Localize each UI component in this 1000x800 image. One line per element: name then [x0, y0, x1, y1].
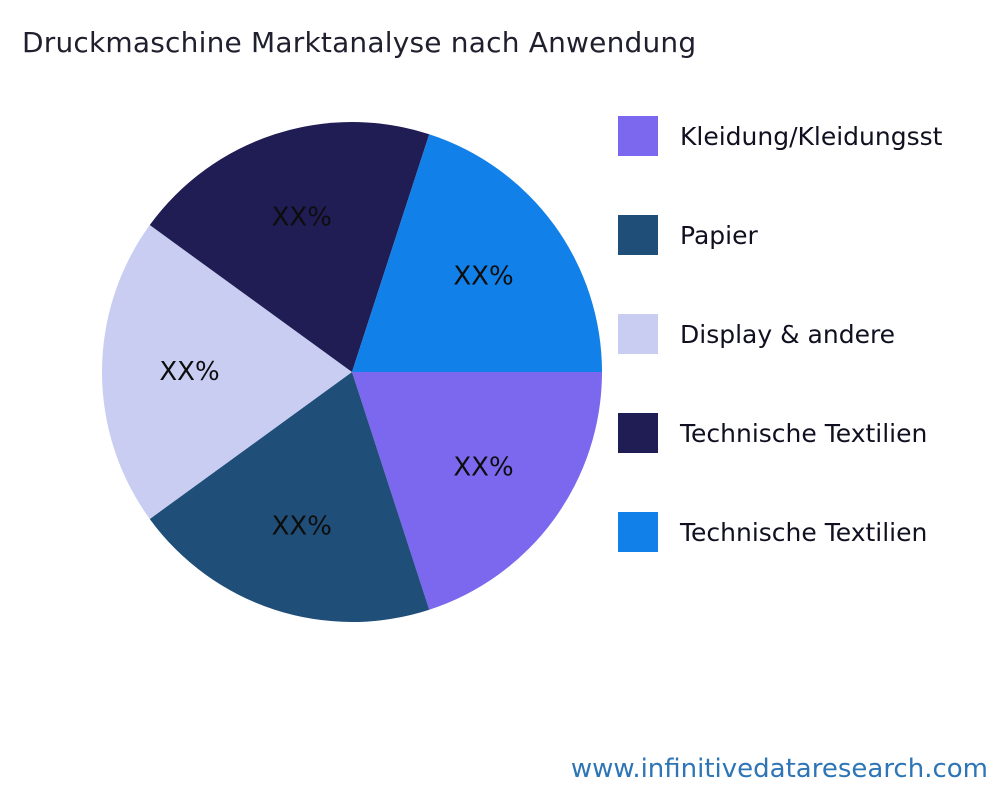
- legend-label: Kleidung/Kleidungsst: [680, 121, 943, 151]
- legend-item: Display & andere: [618, 314, 942, 354]
- legend-swatch: [618, 413, 658, 453]
- chart-title: Druckmaschine Marktanalyse nach Anwendun…: [22, 26, 697, 59]
- slice-value-label: XX%: [272, 512, 332, 542]
- watermark-url: www.infinitivedataresearch.com: [570, 754, 988, 784]
- legend-label: Technische Textilien: [680, 418, 928, 448]
- legend-item: Papier: [618, 215, 942, 255]
- legend-item: Kleidung/Kleidungsst: [618, 116, 942, 156]
- legend-label: Display & andere: [680, 319, 896, 349]
- slice-value-label: XX%: [272, 203, 332, 233]
- legend-item: Technische Textilien: [618, 413, 942, 453]
- pie-slice-4: [352, 134, 602, 372]
- legend-swatch: [618, 116, 658, 156]
- pie-slice-1: [149, 372, 430, 622]
- legend-swatch: [618, 215, 658, 255]
- pie-chart: XX% XX% XX% XX% XX%: [102, 122, 602, 622]
- legend-label: Technische Textilien: [680, 517, 928, 547]
- pie-slice-2: [102, 225, 352, 519]
- legend-swatch: [618, 512, 658, 552]
- legend: Kleidung/Kleidungsst Papier Display & an…: [618, 116, 942, 552]
- legend-label: Papier: [680, 220, 758, 250]
- legend-swatch: [618, 314, 658, 354]
- pie-slice-3: [149, 122, 430, 372]
- slice-value-label: XX%: [453, 453, 513, 483]
- slice-value-label: XX%: [159, 357, 219, 387]
- slice-value-label: XX%: [453, 262, 513, 292]
- pie-slice-0: [352, 372, 602, 610]
- pie-chart-area: XX% XX% XX% XX% XX%: [92, 112, 612, 632]
- legend-item: Technische Textilien: [618, 512, 942, 552]
